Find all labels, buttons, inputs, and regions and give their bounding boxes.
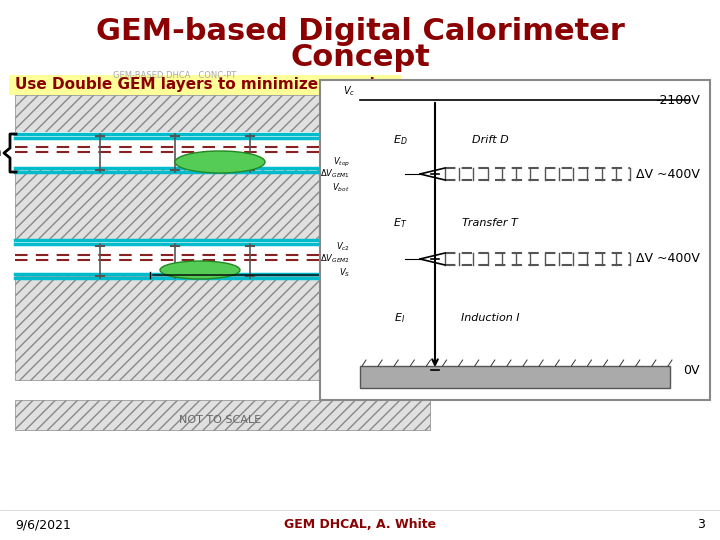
Bar <box>15 400 430 430</box>
Text: $E_D$: $E_D$ <box>392 133 408 147</box>
Text: NOT TO SCALE: NOT TO SCALE <box>179 415 261 425</box>
Text: ΔV ~400V: ΔV ~400V <box>636 167 700 180</box>
Text: Use Double GEM layers to minimize gap size: Use Double GEM layers to minimize gap si… <box>15 78 394 92</box>
Bar <box>320 80 710 400</box>
Text: ~6.5mm: ~6.5mm <box>0 146 2 159</box>
Polygon shape <box>320 140 430 300</box>
Text: Drift D: Drift D <box>472 135 508 145</box>
Text: GEM-based Digital Calorimeter: GEM-based Digital Calorimeter <box>96 17 624 46</box>
Text: Induction I: Induction I <box>461 313 519 323</box>
Bar <box>15 168 430 240</box>
Text: 3: 3 <box>697 518 705 531</box>
Text: Concept: Concept <box>290 43 430 71</box>
Text: GEM-BASED DHCA   CONC-PT: GEM-BASED DHCA CONC-PT <box>113 71 237 79</box>
FancyBboxPatch shape <box>9 75 401 95</box>
Text: $\Delta V_{GEM2}$: $\Delta V_{GEM2}$ <box>320 253 350 265</box>
Text: ΔV ~400V: ΔV ~400V <box>636 253 700 266</box>
Bar <box>15 95 430 132</box>
Text: $V_c$: $V_c$ <box>343 84 355 98</box>
Ellipse shape <box>175 151 265 173</box>
Text: -2100V: -2100V <box>655 93 700 106</box>
Bar <box>360 366 670 388</box>
Ellipse shape <box>160 261 240 279</box>
Text: $V_S$: $V_S$ <box>338 267 350 279</box>
Text: Transfer T: Transfer T <box>462 218 518 228</box>
Bar <box>15 240 430 274</box>
Bar <box>15 276 430 380</box>
Bar <box>15 132 430 166</box>
Text: $V_{top}$: $V_{top}$ <box>333 156 350 168</box>
Text: $V_{c2}$: $V_{c2}$ <box>336 241 350 253</box>
Text: $E_I$: $E_I$ <box>395 311 405 325</box>
Text: $\Delta V_{GEM1}$: $\Delta V_{GEM1}$ <box>320 168 350 180</box>
Text: 0V: 0V <box>683 363 700 376</box>
Text: $V_{bot}$: $V_{bot}$ <box>333 182 350 194</box>
Text: 9/6/2021: 9/6/2021 <box>15 518 71 531</box>
Text: GEM DHCAL, A. White: GEM DHCAL, A. White <box>284 518 436 531</box>
Text: $E_T$: $E_T$ <box>393 216 407 230</box>
